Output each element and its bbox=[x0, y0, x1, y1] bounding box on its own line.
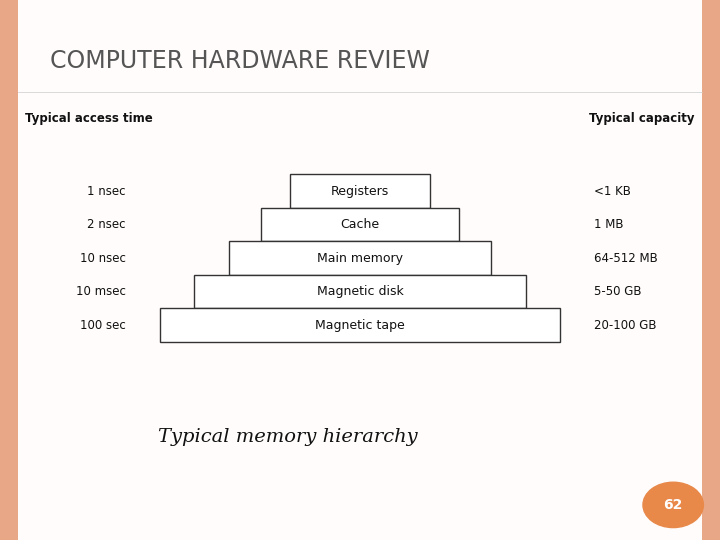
Text: 20-100 GB: 20-100 GB bbox=[594, 319, 657, 332]
Text: COMPUTER HARDWARE REVIEW: COMPUTER HARDWARE REVIEW bbox=[50, 49, 431, 72]
FancyBboxPatch shape bbox=[194, 275, 526, 308]
Text: Main memory: Main memory bbox=[317, 252, 403, 265]
FancyBboxPatch shape bbox=[0, 0, 18, 540]
Text: 100 sec: 100 sec bbox=[80, 319, 126, 332]
Text: <1 KB: <1 KB bbox=[594, 185, 631, 198]
FancyBboxPatch shape bbox=[702, 0, 720, 540]
FancyBboxPatch shape bbox=[261, 208, 459, 241]
Text: Typical access time: Typical access time bbox=[25, 112, 153, 125]
Text: Typical memory hierarchy: Typical memory hierarchy bbox=[158, 428, 418, 447]
Text: 10 msec: 10 msec bbox=[76, 285, 126, 298]
Text: Magnetic disk: Magnetic disk bbox=[317, 285, 403, 298]
Text: 2 nsec: 2 nsec bbox=[88, 218, 126, 231]
Text: 1 nsec: 1 nsec bbox=[88, 185, 126, 198]
FancyBboxPatch shape bbox=[289, 174, 430, 208]
FancyBboxPatch shape bbox=[229, 241, 491, 275]
Text: Registers: Registers bbox=[331, 185, 389, 198]
Text: Typical capacity: Typical capacity bbox=[589, 112, 695, 125]
Text: 1 MB: 1 MB bbox=[594, 218, 624, 231]
Text: 10 nsec: 10 nsec bbox=[80, 252, 126, 265]
Text: Cache: Cache bbox=[341, 218, 379, 231]
Circle shape bbox=[643, 482, 703, 528]
Text: 62: 62 bbox=[664, 498, 683, 512]
Text: Magnetic tape: Magnetic tape bbox=[315, 319, 405, 332]
Text: 64-512 MB: 64-512 MB bbox=[594, 252, 658, 265]
FancyBboxPatch shape bbox=[18, 0, 702, 540]
FancyBboxPatch shape bbox=[160, 308, 560, 342]
Text: 5-50 GB: 5-50 GB bbox=[594, 285, 642, 298]
